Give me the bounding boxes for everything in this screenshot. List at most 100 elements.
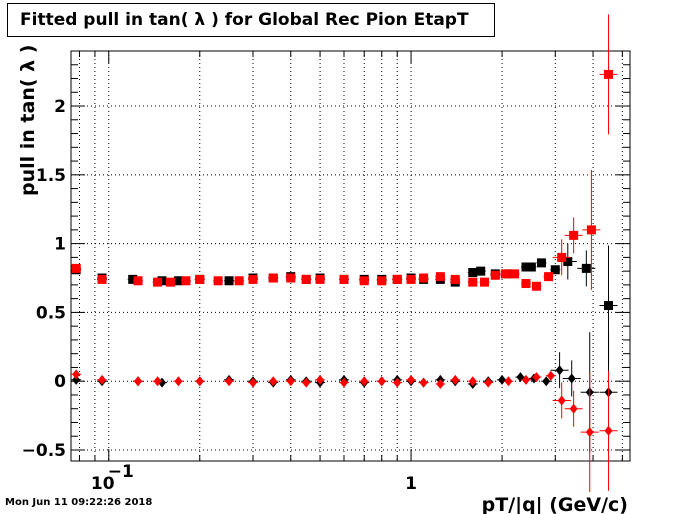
data-point-square	[521, 279, 531, 289]
data-point-diamond	[468, 376, 477, 387]
data-point-square	[97, 274, 107, 284]
data-point-diamond	[451, 374, 460, 385]
data-point-square	[581, 263, 591, 273]
data-point-square	[476, 266, 486, 276]
axis-ticks	[71, 51, 630, 461]
data-point-square	[500, 269, 510, 279]
grid	[71, 51, 630, 461]
data-point-square	[604, 69, 614, 79]
data-point-diamond	[174, 376, 183, 387]
y-axis-title: pull in tan( λ )	[17, 45, 39, 196]
data-point-diamond	[546, 370, 555, 381]
data-point-diamond	[286, 376, 295, 387]
data-point-diamond	[604, 425, 613, 436]
data-point-diamond	[225, 376, 234, 387]
data-point-diamond	[542, 376, 551, 387]
data-point-square	[213, 276, 223, 286]
data-point-square	[133, 276, 143, 286]
data-point-diamond	[532, 372, 541, 383]
data-point-square	[550, 265, 560, 275]
data-point-square	[339, 274, 349, 284]
data-point-square	[181, 276, 191, 286]
data-point-diamond	[72, 369, 81, 380]
data-point-square	[569, 230, 579, 240]
data-point-square	[510, 269, 520, 279]
data-point-square	[153, 277, 163, 287]
data-point-square	[286, 273, 296, 283]
data-point-square	[450, 274, 460, 284]
data-point-diamond	[498, 374, 507, 385]
data-point-square	[165, 277, 175, 287]
chart-title: Fitted pull in tan( λ ) for Global Rec P…	[7, 3, 495, 37]
data-points	[71, 14, 618, 493]
data-point-square	[301, 274, 311, 284]
data-point-square	[526, 262, 536, 272]
data-point-square	[521, 262, 531, 272]
data-point-square	[406, 274, 416, 284]
data-point-diamond	[555, 365, 564, 376]
data-point-diamond	[195, 376, 204, 387]
data-point-square	[315, 274, 325, 284]
data-point-diamond	[407, 374, 416, 385]
data-point-square	[173, 276, 183, 286]
data-point-diamond	[316, 374, 325, 385]
y-tick-label: 0	[54, 372, 66, 392]
data-point-square	[435, 272, 445, 282]
data-point-square	[392, 274, 402, 284]
data-point-square	[234, 276, 244, 286]
data-point-square	[563, 257, 573, 267]
data-point-diamond	[436, 378, 445, 389]
data-point-square	[557, 252, 567, 262]
data-point-square	[536, 258, 546, 268]
data-point-diamond	[248, 377, 257, 388]
y-tick-label: 0.5	[36, 303, 66, 323]
data-point-square	[377, 276, 387, 286]
data-point-square	[468, 277, 478, 287]
x-tick-label-exponent: −1	[108, 462, 134, 482]
data-point-diamond	[377, 376, 386, 387]
data-point-square	[480, 277, 490, 287]
y-tick-label: 2	[54, 97, 66, 117]
data-point-diamond	[419, 377, 428, 388]
data-point-diamond	[302, 377, 311, 388]
x-axis-title: pT/|q| (GeV/c)	[482, 494, 628, 514]
data-point-diamond	[557, 395, 566, 406]
data-point-diamond	[134, 376, 143, 387]
timestamp: Mon Jun 11 09:22:26 2018	[5, 497, 153, 508]
data-point-diamond	[360, 376, 369, 387]
data-point-diamond	[153, 376, 162, 387]
data-point-square	[586, 225, 596, 235]
data-point-square	[195, 274, 205, 284]
data-point-diamond	[269, 376, 278, 387]
data-point-square	[128, 274, 138, 284]
data-point-square	[419, 273, 429, 283]
data-point-diamond	[569, 403, 578, 414]
data-point-diamond	[339, 377, 348, 388]
x-tick-label: 1	[405, 474, 417, 494]
data-point-diamond	[72, 374, 81, 385]
data-point-square	[490, 270, 500, 280]
data-point-square	[544, 272, 554, 282]
data-point-square	[71, 263, 81, 273]
data-point-square	[468, 268, 478, 278]
plot-frame	[70, 50, 631, 462]
data-point-diamond	[521, 374, 530, 385]
data-point-diamond	[484, 377, 493, 388]
data-point-square	[532, 281, 542, 291]
data-point-square	[359, 276, 369, 286]
data-point-square	[248, 274, 258, 284]
tick-labels: −0.5 0 0.5 1 1.5 2 10−1 1	[22, 97, 417, 494]
y-tick-label: −0.5	[22, 441, 66, 461]
data-point-diamond	[585, 427, 594, 438]
data-point-diamond	[98, 374, 107, 385]
data-point-diamond	[393, 377, 402, 388]
data-point-diamond	[567, 373, 576, 384]
data-point-square	[224, 276, 234, 286]
data-point-square	[268, 273, 278, 283]
y-tick-label: 1.5	[36, 166, 66, 186]
data-point-diamond	[504, 376, 513, 387]
x-tick-label: 10	[91, 474, 115, 494]
y-tick-label: 1	[54, 235, 66, 255]
data-point-square	[604, 301, 614, 311]
